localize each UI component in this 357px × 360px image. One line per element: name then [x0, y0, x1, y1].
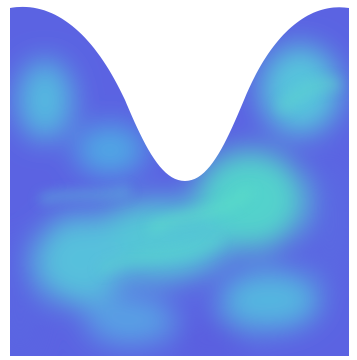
field-streaks: [38, 78, 342, 274]
field-blotches: [10, 45, 348, 357]
